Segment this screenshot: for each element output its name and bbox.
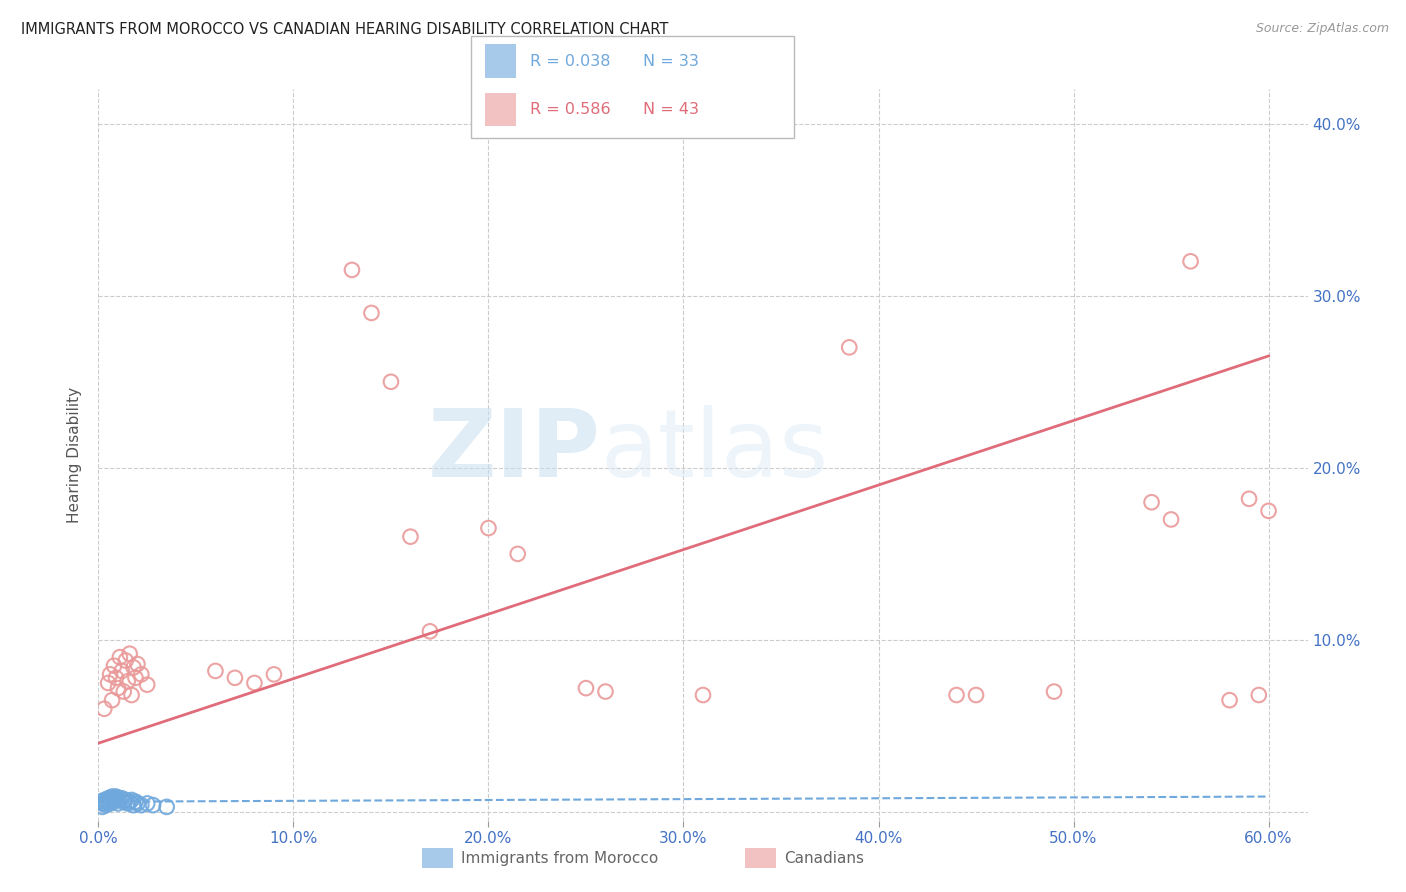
Point [122, 798, 145, 813]
Point [101, 693, 124, 707]
Point [111, 664, 134, 678]
Point [838, 340, 860, 354]
Point [340, 263, 363, 277]
Point [93, 702, 115, 716]
Point [1247, 688, 1270, 702]
Point [111, 791, 134, 805]
Point [98, 793, 121, 807]
Point [91, 800, 114, 814]
Point [97, 676, 120, 690]
Point [243, 676, 266, 690]
Point [1257, 504, 1279, 518]
Point [117, 674, 139, 689]
Point [1043, 684, 1066, 698]
Point [96, 795, 118, 809]
Point [98, 667, 121, 681]
Point [595, 684, 617, 698]
Point [103, 658, 125, 673]
Point [136, 678, 159, 692]
Point [1219, 693, 1241, 707]
Point [118, 795, 141, 809]
Point [114, 793, 136, 807]
Point [124, 795, 146, 809]
Point [204, 664, 226, 678]
Point [380, 375, 402, 389]
Point [1237, 491, 1260, 506]
Point [103, 791, 125, 805]
Text: Source: ZipAtlas.com: Source: ZipAtlas.com [1256, 22, 1389, 36]
Point [97, 795, 120, 809]
Point [101, 793, 124, 807]
Text: R = 0.038: R = 0.038 [530, 54, 610, 69]
Point [107, 791, 129, 805]
Point [156, 800, 179, 814]
Point [136, 797, 159, 811]
Text: R = 0.586: R = 0.586 [530, 102, 610, 117]
Point [945, 688, 967, 702]
Text: ZIP: ZIP [427, 405, 600, 497]
Point [360, 306, 382, 320]
Point [108, 650, 131, 665]
Point [93, 793, 115, 807]
Point [399, 530, 422, 544]
Point [131, 667, 153, 681]
Point [107, 681, 129, 695]
Point [103, 795, 125, 809]
Point [1140, 495, 1163, 509]
Text: Immigrants from Morocco: Immigrants from Morocco [461, 851, 658, 865]
Point [127, 657, 149, 671]
Point [108, 793, 131, 807]
Point [506, 547, 529, 561]
Point [118, 647, 141, 661]
Text: N = 43: N = 43 [643, 102, 699, 117]
Point [965, 688, 987, 702]
Point [224, 671, 246, 685]
Point [96, 798, 118, 813]
Point [575, 681, 598, 695]
Point [104, 793, 127, 807]
Point [112, 684, 135, 698]
Point [89, 795, 111, 809]
Point [112, 795, 135, 809]
Text: IMMIGRANTS FROM MOROCCO VS CANADIAN HEARING DISABILITY CORRELATION CHART: IMMIGRANTS FROM MOROCCO VS CANADIAN HEAR… [21, 22, 668, 37]
Point [98, 797, 121, 811]
Point [477, 521, 499, 535]
Point [91, 797, 114, 811]
Point [124, 671, 146, 685]
Point [692, 688, 714, 702]
Point [117, 797, 139, 811]
Point [93, 797, 115, 811]
Point [107, 797, 129, 811]
Point [104, 671, 127, 685]
Point [104, 789, 127, 804]
Point [419, 624, 441, 639]
Point [114, 654, 136, 668]
Point [1160, 512, 1182, 526]
Point [142, 798, 165, 813]
Point [122, 660, 145, 674]
Point [121, 688, 143, 702]
Text: atlas: atlas [600, 405, 828, 497]
Point [121, 793, 143, 807]
Point [1180, 254, 1202, 268]
Text: N = 33: N = 33 [643, 54, 699, 69]
Point [131, 798, 153, 813]
Text: Canadians: Canadians [785, 851, 865, 865]
Y-axis label: Hearing Disability: Hearing Disability [67, 387, 83, 523]
Point [97, 791, 120, 805]
Point [127, 797, 149, 811]
Point [101, 789, 124, 804]
Point [263, 667, 285, 681]
